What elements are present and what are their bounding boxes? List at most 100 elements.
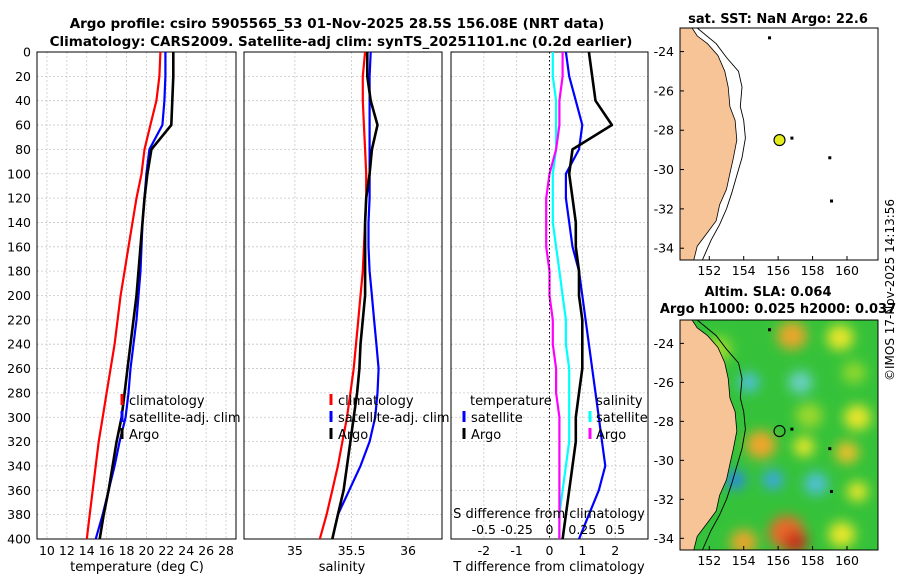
series-line-argo <box>331 52 379 539</box>
y-tick-label: 360 <box>7 483 31 498</box>
y-tick-label: 180 <box>7 264 31 279</box>
island <box>790 427 794 431</box>
y-tick-label: 140 <box>7 215 31 230</box>
series-line-salinity-satellite <box>551 52 571 539</box>
title-line-1: Argo profile: csiro 5905565_53 01-Nov-20… <box>70 16 605 32</box>
salinity-legend: climatology satellite-adj. clim Argo <box>329 394 450 443</box>
x-tick-label: 158 <box>801 553 825 568</box>
x-tick-label: 1 <box>578 543 586 558</box>
y-tick-label: -24 <box>654 44 674 59</box>
series-line-argo <box>98 52 175 539</box>
y-tick-label: 160 <box>7 239 31 254</box>
x-tick-label: 152 <box>697 553 721 568</box>
series-group <box>85 52 175 539</box>
sla-anomaly <box>776 321 807 350</box>
x-tick-label: 18 <box>119 543 135 558</box>
x-tick-label: 152 <box>697 263 721 278</box>
x-tick-label: 10 <box>39 543 55 558</box>
map-sst: -24 -26 -28 -30 -32 -34 152 154 156 158 160 <box>654 27 879 278</box>
x-tick-label: 154 <box>732 263 756 278</box>
sla-anomaly <box>793 436 815 457</box>
x-tick-label: 154 <box>732 553 756 568</box>
x-tick-label: 28 <box>218 543 234 558</box>
title-line-2: Climatology: CARS2009. Satellite-adj cli… <box>50 34 633 50</box>
x-tick-label: 12 <box>59 543 75 558</box>
sla-anomaly <box>828 521 856 548</box>
series-line-climatology <box>85 52 162 539</box>
legend-label-temp-satellite: satellite <box>471 411 523 426</box>
legend-title-temperature: temperature <box>470 394 552 409</box>
series-line-climatology <box>318 52 368 539</box>
x-tick-label: 160 <box>835 553 859 568</box>
island <box>830 490 834 494</box>
sla-anomaly <box>730 529 758 550</box>
imos-watermark: ©IMOS 17-Nov-2025 14:13:56 <box>883 199 897 381</box>
legend-label-climatology: climatology <box>129 394 205 409</box>
legend-label-sal-satellite: satellite <box>596 411 648 426</box>
axes-frame <box>36 51 237 540</box>
sla-anomaly <box>843 404 871 431</box>
y-tick-label: 220 <box>7 312 31 327</box>
legend-title-salinity: salinity <box>596 394 643 409</box>
y-tick-label: -32 <box>654 492 674 507</box>
x-tick-label: 158 <box>801 263 825 278</box>
island <box>768 36 772 40</box>
x-tick-label: 22 <box>158 543 174 558</box>
sla-anomaly <box>762 470 784 490</box>
y-tick-label: 260 <box>7 361 31 376</box>
x-tick-label: 35.5 <box>338 543 366 558</box>
y-tick-label: 0 <box>23 45 31 60</box>
x-tick-label: 2 <box>611 543 619 558</box>
temperature-legend: climatology satellite-adj. clim Argo <box>120 394 241 443</box>
sla-anomaly <box>835 441 860 464</box>
x-tick-label: -2 <box>478 543 490 558</box>
land-australia <box>680 28 738 260</box>
map-frame <box>679 27 879 261</box>
map-content <box>680 28 834 260</box>
y-tick-label: 340 <box>7 458 31 473</box>
s-tick-label: 0.25 <box>568 522 596 537</box>
x-tick-label: 16 <box>99 543 115 558</box>
series-group <box>318 52 380 539</box>
y-tick-label: 380 <box>7 507 31 522</box>
x-tick-label: 26 <box>198 543 214 558</box>
y-tick-label: 100 <box>7 166 31 181</box>
x-tick-label: 160 <box>835 263 859 278</box>
y-tick-label: 280 <box>7 385 31 400</box>
map-sla-title-2: Argo h1000: 0.025 h2000: 0.037 <box>660 302 896 317</box>
y-tick-label: -28 <box>654 123 674 138</box>
legend-label-satellite: satellite-adj. clim <box>129 411 241 426</box>
x-tick-label: 0 <box>546 543 554 558</box>
y-tick-label: 60 <box>15 118 31 133</box>
sla-blobs <box>704 321 871 550</box>
map-sla-title-1: Altim. SLA: 0.064 <box>705 285 832 300</box>
sla-anomaly <box>724 470 746 490</box>
x-tick-label: 36 <box>400 543 416 558</box>
x-tick-label: 156 <box>766 553 790 568</box>
difference-xlabel-S: S difference from climatology <box>453 507 645 522</box>
y-tick-label: 400 <box>7 532 31 547</box>
s-tick-label: -0.25 <box>501 522 533 537</box>
x-tick-label: 24 <box>178 543 194 558</box>
sla-anomaly <box>826 324 854 351</box>
x-tick-label: 20 <box>138 543 154 558</box>
sla-anomaly <box>788 371 813 394</box>
x-tick-label: 35 <box>287 543 303 558</box>
depth-contour <box>696 28 746 260</box>
x-tick-label: 14 <box>79 543 95 558</box>
y-tick-label: 200 <box>7 288 31 303</box>
y-tick-label: 320 <box>7 434 31 449</box>
y-tick-label: 20 <box>15 69 31 84</box>
y-tick-label: 300 <box>7 410 31 425</box>
depth-contour <box>696 320 746 550</box>
sla-anomaly <box>738 372 760 393</box>
y-tick-label: -30 <box>654 453 674 468</box>
difference-panel: -2 -1 0 1 2 -0.5 -0.25 0 0.25 0.5 <box>450 51 649 558</box>
series-line-temperature-argo <box>561 52 614 539</box>
y-tick-label: -26 <box>654 83 674 98</box>
land-australia <box>680 320 738 550</box>
s-tick-label: 0 <box>546 522 554 537</box>
axes-frame <box>243 51 443 540</box>
sla-anomaly <box>846 481 868 502</box>
island <box>828 447 832 451</box>
